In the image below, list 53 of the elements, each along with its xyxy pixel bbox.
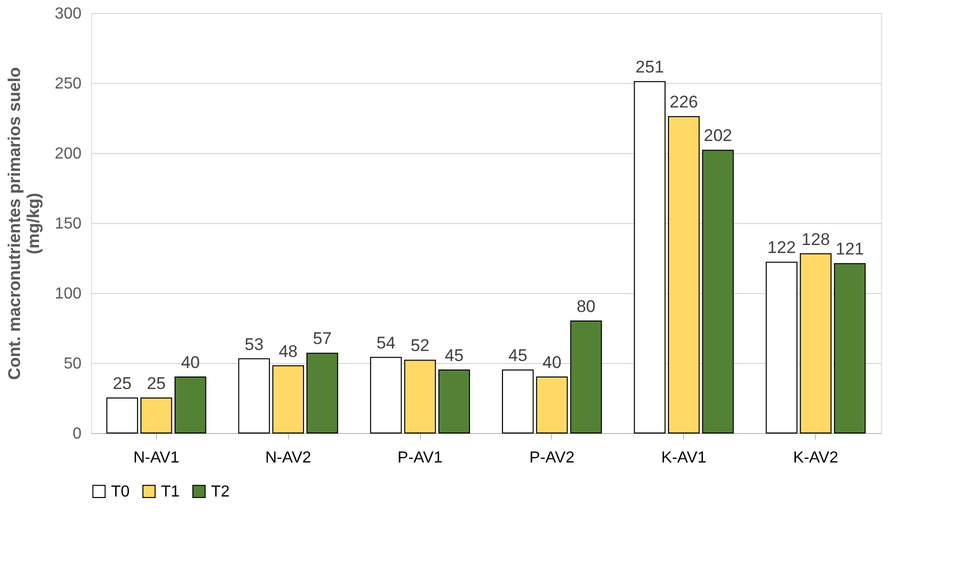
legend-label: T2 [211, 483, 230, 500]
data-label: 52 [410, 336, 430, 356]
data-label: 128 [802, 230, 830, 249]
bar [634, 81, 666, 434]
bar [702, 150, 734, 434]
data-label: 122 [767, 238, 796, 258]
x-tick-label: K-AV1 [661, 450, 706, 466]
y-tick-label: 100 [54, 286, 82, 302]
x-tick-label: P-AV1 [398, 450, 443, 466]
bar [238, 358, 270, 434]
data-label: 251 [636, 58, 664, 77]
data-label: 54 [376, 333, 396, 352]
data-label: 45 [444, 346, 464, 365]
data-label: 53 [244, 334, 264, 354]
x-tick-label: P-AV2 [529, 450, 575, 466]
data-label: 40 [542, 353, 562, 372]
data-label: 121 [836, 240, 864, 259]
bar [536, 376, 568, 434]
bar [106, 398, 138, 434]
data-label: 57 [312, 329, 332, 348]
bar [438, 370, 470, 434]
y-tick-label: 200 [54, 146, 82, 162]
bar [570, 320, 602, 434]
bar [800, 253, 832, 434]
bar [502, 370, 534, 434]
y-tick-label: 50 [64, 356, 82, 372]
bar [766, 262, 798, 434]
data-label: 48 [278, 342, 298, 361]
bar [370, 356, 402, 434]
data-label: 80 [576, 297, 596, 316]
data-label: 25 [146, 374, 166, 393]
bar [306, 352, 338, 434]
x-tick-label: K-AV2 [793, 450, 838, 466]
bar [272, 365, 304, 434]
y-tick-label: 150 [54, 216, 82, 232]
x-tick-label: N-AV1 [133, 450, 180, 466]
x-tick-label: N-AV2 [265, 450, 312, 466]
bar [668, 116, 700, 434]
y-tick-label: 0 [72, 426, 82, 442]
y-tick-label: 250 [54, 76, 82, 92]
data-label: 226 [670, 92, 698, 112]
legend-label: T0 [111, 483, 130, 500]
legend-label: T1 [161, 483, 180, 500]
bar [140, 398, 172, 434]
data-label: 25 [112, 374, 132, 393]
bar [834, 263, 866, 434]
y-tick-label: 300 [54, 6, 82, 22]
bar [404, 360, 436, 434]
bar [174, 376, 206, 434]
data-label: 45 [508, 346, 528, 365]
y-axis-title: Cont. macronutrientes primarios suelo (mg/kg) [4, 67, 43, 380]
data-label: 40 [180, 353, 200, 372]
data-label: 202 [704, 126, 732, 146]
